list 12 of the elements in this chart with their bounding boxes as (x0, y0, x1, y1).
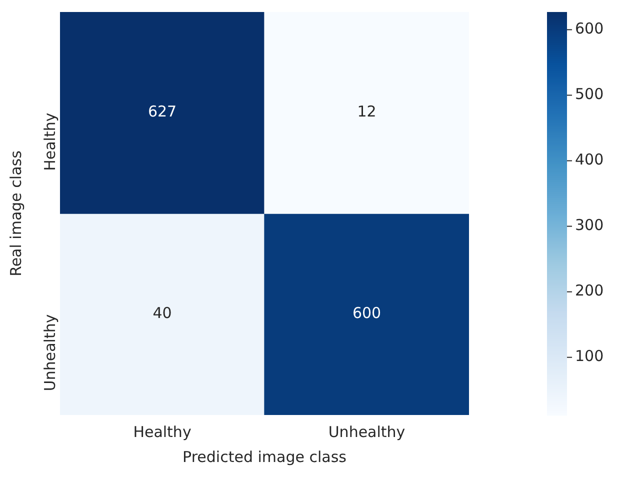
color-bar-label: 300 (575, 216, 604, 234)
data-label: 12 (357, 102, 376, 121)
data-label: 600 (352, 304, 382, 322)
x-axis-title: Predicted image class (182, 448, 347, 466)
y-axis-title: Real image class (6, 150, 25, 276)
color-bar-label: 500 (575, 85, 604, 104)
data-label: 627 (148, 102, 177, 121)
color-bar-label: 200 (575, 282, 604, 300)
color-bar-label: 400 (575, 150, 604, 169)
color-bar-label: 100 (575, 347, 604, 366)
color-bar-label: 600 (575, 20, 604, 38)
data-label: 40 (152, 304, 172, 322)
